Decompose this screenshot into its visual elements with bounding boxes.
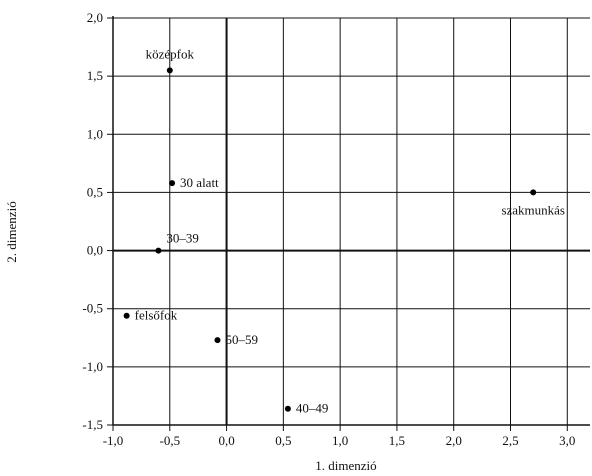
y-tick-label: -1,5 — [82, 417, 103, 432]
data-point-label: felsőfok — [135, 308, 178, 323]
data-point-label: 50–59 — [225, 332, 258, 347]
x-tick-label: 2,5 — [502, 433, 518, 448]
x-tick-label: 1,0 — [332, 433, 348, 448]
x-tick-label: 0,0 — [218, 433, 234, 448]
x-tick-label: 2,0 — [446, 433, 462, 448]
data-point — [214, 337, 221, 344]
data-point-label: szakmunkás — [501, 202, 565, 217]
data-point — [284, 405, 291, 412]
data-point-label: középfok — [146, 46, 195, 61]
x-tick-label: 1,5 — [389, 433, 405, 448]
data-point — [530, 189, 537, 196]
x-tick-label: -0,5 — [159, 433, 180, 448]
y-tick-label: -1,0 — [82, 359, 103, 374]
data-point — [123, 312, 130, 319]
axes — [112, 16, 590, 426]
x-tick-label: -1,0 — [103, 433, 124, 448]
x-axis-title: 1. dimenzió — [315, 458, 376, 473]
data-point — [166, 67, 173, 74]
x-tick-label: 0,5 — [275, 433, 291, 448]
data-point — [155, 247, 162, 254]
y-tick-label: 0,0 — [87, 243, 103, 258]
y-tick-label: 1,0 — [87, 126, 103, 141]
y-axis-title: 2. dimenzió — [4, 201, 19, 262]
y-tick-label: 1,5 — [87, 68, 103, 83]
data-point — [169, 180, 176, 187]
data-point-label: 30 alatt — [180, 175, 219, 190]
y-tick-label: 2,0 — [87, 10, 103, 25]
x-tick-label: 3,0 — [559, 433, 575, 448]
data-points: középfok 30 alatt szakmunkás 30–39 felsőfok 5… — [123, 46, 565, 416]
data-point-label: 30–39 — [166, 231, 199, 246]
tick-labels: 2,01,51,00,50,0-0,5-1,0-1,5-1,0 -0,5 0,0 0,… — [82, 10, 575, 448]
grid — [112, 17, 590, 426]
y-tick-label: -0,5 — [82, 301, 103, 316]
y-tick-label: 0,5 — [87, 184, 103, 199]
data-point-label: 40–49 — [296, 401, 329, 416]
